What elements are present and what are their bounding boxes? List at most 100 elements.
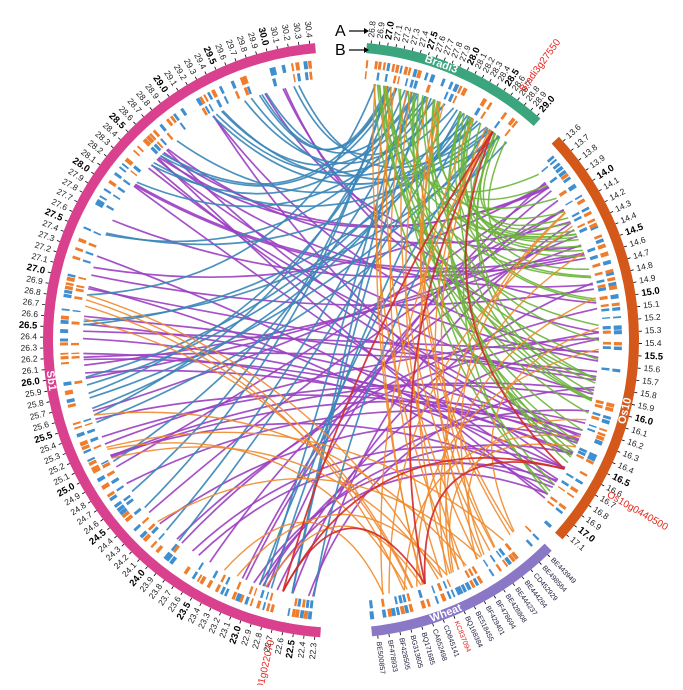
tick-mark [404,46,405,49]
tick-mark [422,627,423,630]
marker-b [113,194,121,200]
tick-mark [154,574,156,576]
marker-a [614,325,622,330]
tick-mark [57,240,60,241]
marker-a [568,184,577,192]
tick-mark [85,181,88,183]
tick-mark [54,251,57,252]
tick-mark [61,230,64,231]
marker-b [603,342,611,345]
marker-a [76,431,85,437]
marker-b [398,595,403,603]
marker-a [74,425,82,429]
tick-mark [67,463,70,464]
tick-label: 26.2 [21,353,38,364]
marker-a [610,294,619,300]
marker-a [61,362,69,365]
marker-b [431,585,435,593]
tick-mark [518,98,520,100]
tick-mark [210,608,211,611]
tick-mark [633,282,636,283]
tick-mark [602,485,605,486]
marker-a [603,260,612,266]
marker-b [595,400,603,405]
marker-b [376,72,379,80]
marker-a [266,603,271,611]
marker-a [570,486,579,493]
marker-a [575,195,583,201]
marker-a [244,596,250,605]
marker-a [544,520,552,528]
tick-mark [490,79,491,82]
marker-a [612,368,620,372]
tick-mark [605,200,608,201]
marker-a [287,608,290,616]
marker-b [83,418,91,422]
marker-a [607,277,616,282]
marker-a [448,81,454,89]
marker-b [117,187,125,194]
marker-a [308,61,312,69]
marker-a [577,198,586,205]
marker-b [235,91,240,99]
tick-mark [181,592,183,595]
tick-mark [474,606,475,609]
marker-a [581,207,589,213]
tick-mark [482,75,483,78]
marker-b [297,73,301,81]
tick-mark [599,189,602,191]
tick-mark [622,440,625,441]
marker-a [108,180,116,187]
marker-b [123,179,131,186]
marker-a [587,218,595,224]
tick-label: 15.1 [642,299,660,311]
tick-mark [571,149,573,151]
marker-b [249,586,254,594]
tick-mark [88,502,91,504]
tick-mark [494,596,496,599]
tick-mark [589,505,591,507]
marker-a [374,61,378,69]
tick-mark [396,44,397,47]
marker-b [130,170,137,176]
marker-b [579,227,588,233]
marker-b [448,94,454,103]
marker-b [198,562,204,570]
marker-a [97,475,106,482]
marker-a [125,157,134,165]
tick-label: 15.5 [644,351,664,363]
marker-a [303,611,308,619]
tick-mark [497,83,499,86]
marker-b [272,78,277,87]
marker-b [106,205,114,211]
marker-a [159,124,167,132]
marker-b [406,593,410,601]
marker-a [60,329,68,333]
marker-a [594,234,602,239]
marker-b [587,428,595,433]
marker-b [134,508,142,515]
marker-b [166,132,173,140]
marker-b [561,480,569,487]
tick-mark [631,270,634,271]
marker-b [160,138,167,145]
marker-b [483,559,489,567]
marker-b [409,79,414,87]
marker-a [60,353,68,355]
marker-b [444,92,449,100]
marker-a [495,564,502,572]
marker-b [603,326,611,330]
marker-a [434,596,439,604]
tick-mark [159,101,161,103]
tick-mark [610,211,613,212]
marker-b [142,517,149,524]
marker-b [601,308,609,311]
tick-mark [50,261,53,262]
marker-a [440,78,446,86]
marker-a [612,307,620,311]
tick-mark [261,627,262,630]
marker-b [594,404,602,409]
tick-mark [111,146,113,148]
marker-b [85,251,93,256]
